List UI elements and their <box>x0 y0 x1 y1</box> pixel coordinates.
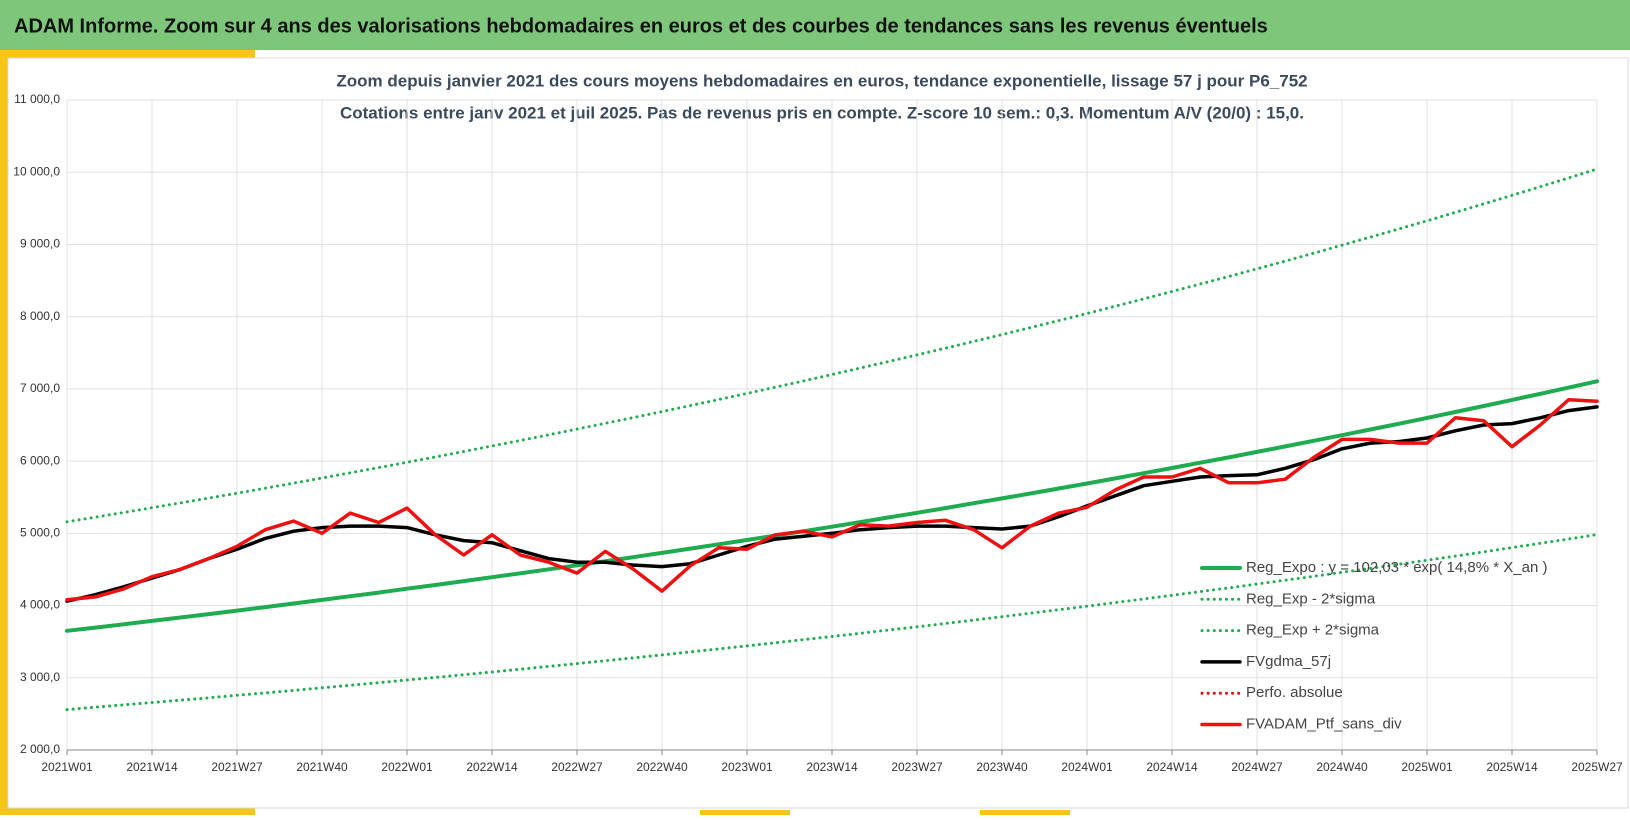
series-line <box>65 167 1599 524</box>
x-tick-label: 2022W14 <box>466 760 518 774</box>
chart-subtitle: Cotations entre janv 2021 et juil 2025. … <box>340 103 1304 122</box>
x-tick-label: 2023W27 <box>891 760 943 774</box>
y-tick-label: 11 000,0 <box>14 92 60 106</box>
y-tick-label: 7 000,0 <box>20 381 60 395</box>
y-tick-label: 6 000,0 <box>20 453 60 467</box>
series-line <box>65 533 1599 712</box>
x-tick-label: 2025W14 <box>1486 760 1538 774</box>
y-tick-label: 5 000,0 <box>20 526 60 540</box>
legend-label: Reg_Exp + 2*sigma <box>1246 622 1380 639</box>
y-tick-label: 8 000,0 <box>20 309 60 323</box>
legend-label: FVADAM_Ptf_sans_div <box>1246 715 1402 732</box>
x-tick-label: 2024W40 <box>1316 760 1368 774</box>
accent <box>700 810 790 815</box>
legend-label: Reg_Expo : y = 102,03 * exp( 14,8% * X_a… <box>1246 559 1547 576</box>
x-tick-label: 2024W27 <box>1231 760 1283 774</box>
x-tick-label: 2022W01 <box>381 760 433 774</box>
x-tick-label: 2024W01 <box>1061 760 1113 774</box>
x-tick-label: 2025W27 <box>1571 760 1623 774</box>
y-tick-label: 10 000,0 <box>13 164 60 178</box>
x-tick-label: 2023W14 <box>806 760 858 774</box>
x-tick-label: 2023W01 <box>721 760 773 774</box>
x-tick-label: 2021W01 <box>41 760 93 774</box>
y-tick-label: 2 000,0 <box>20 742 60 756</box>
chart-title: Zoom depuis janvier 2021 des cours moyen… <box>336 71 1307 90</box>
header-title: ADAM Informe. Zoom sur 4 ans des valoris… <box>14 15 1268 37</box>
series-line <box>65 405 1599 603</box>
accent <box>0 50 8 815</box>
x-tick-label: 2024W14 <box>1146 760 1198 774</box>
x-tick-label: 2023W40 <box>976 760 1028 774</box>
y-tick-label: 9 000,0 <box>20 237 60 251</box>
x-tick-label: 2021W27 <box>211 760 263 774</box>
x-tick-label: 2021W14 <box>126 760 178 774</box>
accent <box>0 50 255 58</box>
x-tick-label: 2025W01 <box>1401 760 1453 774</box>
x-tick-label: 2021W40 <box>296 760 348 774</box>
series-line <box>65 397 1599 602</box>
x-tick-label: 2022W27 <box>551 760 603 774</box>
header-bar <box>0 0 1630 50</box>
legend-label: Perfo. absolue <box>1246 684 1343 701</box>
series-line <box>65 379 1599 633</box>
accent <box>0 808 255 815</box>
legend-label: Reg_Exp - 2*sigma <box>1246 590 1376 607</box>
legend-label: FVgdma_57j <box>1246 653 1331 670</box>
x-tick-label: 2022W40 <box>636 760 688 774</box>
y-tick-label: 4 000,0 <box>20 598 60 612</box>
chart-area <box>7 57 1629 809</box>
y-tick-label: 3 000,0 <box>20 670 60 684</box>
accent <box>980 810 1070 815</box>
